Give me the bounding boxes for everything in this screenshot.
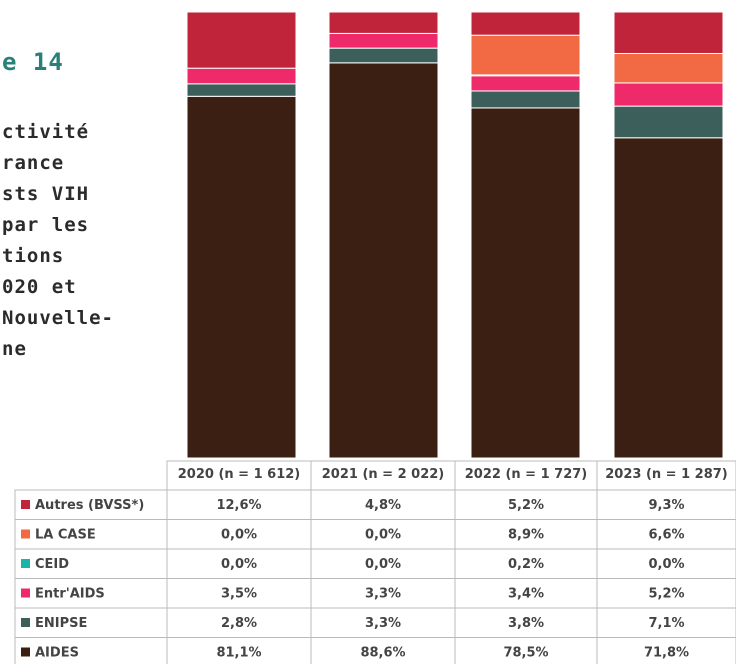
bar-segment bbox=[186, 95, 297, 459]
intro-text: ne bbox=[2, 338, 27, 360]
value-label: 0,0% bbox=[221, 557, 257, 572]
bar-segment bbox=[186, 67, 297, 85]
legend-swatch bbox=[21, 529, 30, 539]
intro-text: tions bbox=[2, 245, 64, 267]
legend-label: LA CASE bbox=[35, 528, 96, 543]
intro-text: sts VIH bbox=[2, 183, 89, 205]
value-label: 81,1% bbox=[216, 646, 261, 661]
legend-swatch bbox=[21, 618, 30, 627]
x-tick-label: 2021 (n = 2 022) bbox=[322, 467, 445, 482]
legend-label: Autres (BVSS*) bbox=[35, 498, 144, 513]
value-label: 6,6% bbox=[648, 528, 684, 543]
value-label: 7,1% bbox=[648, 616, 684, 631]
legend-label: Entr'AIDS bbox=[35, 587, 105, 602]
value-label: 9,3% bbox=[648, 498, 684, 513]
value-label: 3,8% bbox=[508, 616, 544, 631]
intro-text: Nouvelle- bbox=[2, 307, 114, 329]
value-label: 71,8% bbox=[644, 646, 689, 661]
value-label: 0,0% bbox=[365, 528, 401, 543]
bar-segment bbox=[186, 83, 297, 97]
intro-text: ctivité bbox=[2, 121, 89, 143]
legend-label: CEID bbox=[35, 557, 69, 572]
bar-segment bbox=[470, 107, 581, 459]
legend-swatch bbox=[21, 559, 30, 568]
bar-segment bbox=[470, 75, 581, 92]
legend-label: AIDES bbox=[35, 646, 79, 661]
bar-segment bbox=[328, 62, 439, 459]
intro-text: 020 et bbox=[2, 276, 77, 298]
bar-segment bbox=[470, 90, 581, 109]
value-label: 2,8% bbox=[221, 616, 257, 631]
value-label: 0,0% bbox=[365, 557, 401, 572]
value-label: 5,2% bbox=[648, 587, 684, 602]
bar-segment bbox=[328, 47, 439, 64]
intro-text: par les bbox=[2, 214, 89, 236]
value-label: 12,6% bbox=[216, 498, 261, 513]
legend-label: ENIPSE bbox=[35, 616, 87, 631]
bar-segment bbox=[613, 52, 724, 84]
bar-segment bbox=[613, 82, 724, 107]
bar-segment bbox=[328, 11, 439, 34]
table-cell bbox=[596, 637, 736, 664]
x-tick-label: 2022 (n = 1 727) bbox=[465, 467, 588, 482]
legend-swatch bbox=[21, 588, 30, 598]
value-label: 0,0% bbox=[648, 557, 684, 572]
value-label: 88,6% bbox=[360, 646, 405, 661]
value-label: 8,9% bbox=[508, 528, 544, 543]
value-label: 5,2% bbox=[508, 498, 544, 513]
x-tick-label: 2023 (n = 1 287) bbox=[605, 467, 728, 482]
bar-segment bbox=[470, 11, 581, 36]
value-label: 78,5% bbox=[503, 646, 548, 661]
bar-segment bbox=[613, 11, 724, 54]
bar-segment bbox=[470, 34, 581, 76]
chart-title: e 14 bbox=[2, 48, 64, 76]
value-label: 3,5% bbox=[221, 587, 257, 602]
value-label: 3,3% bbox=[365, 616, 401, 631]
value-label: 0,2% bbox=[508, 557, 544, 572]
value-label: 0,0% bbox=[221, 528, 257, 543]
legend-swatch bbox=[21, 500, 30, 509]
bar-segment bbox=[613, 137, 724, 459]
value-label: 3,4% bbox=[508, 587, 544, 602]
value-label: 3,3% bbox=[365, 587, 401, 602]
intro-text: rance bbox=[2, 152, 64, 174]
bar-segment bbox=[186, 11, 297, 69]
x-tick-label: 2020 (n = 1 612) bbox=[178, 467, 301, 482]
legend-swatch bbox=[21, 647, 30, 657]
bar-segment bbox=[613, 105, 724, 139]
value-label: 4,8% bbox=[365, 498, 401, 513]
bar-segment bbox=[328, 32, 439, 49]
